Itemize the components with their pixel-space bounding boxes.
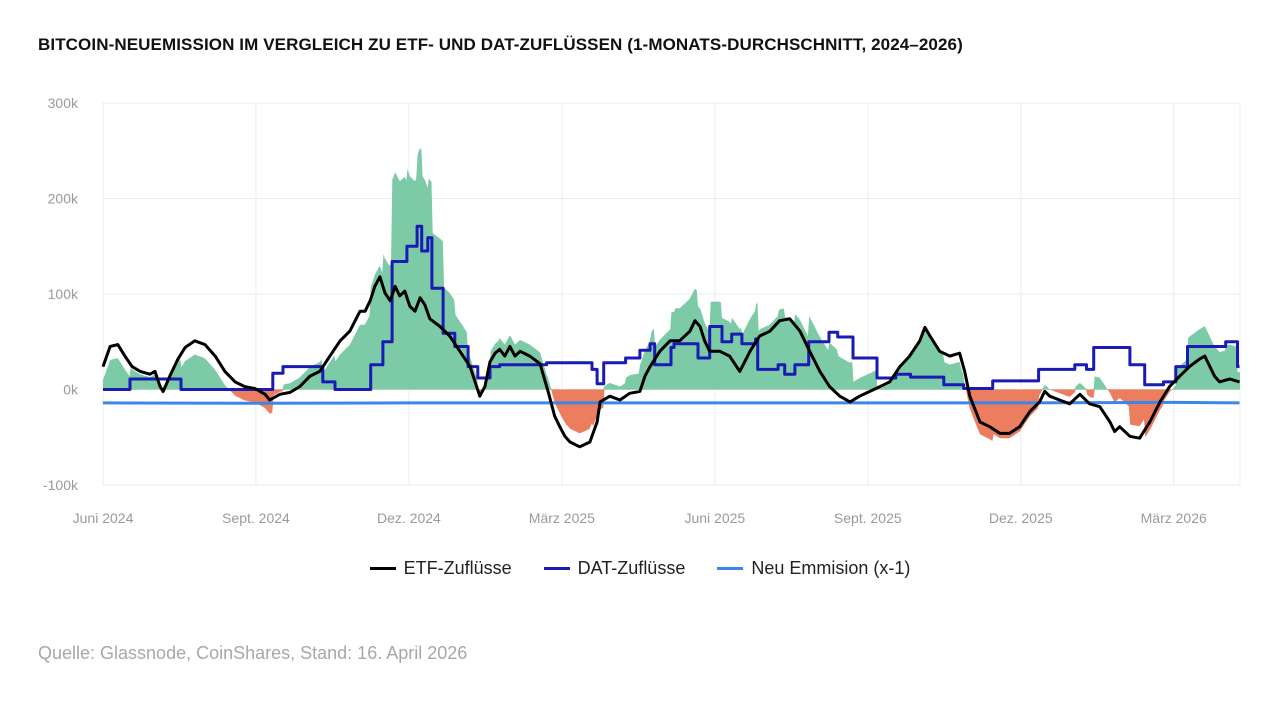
- x-tick-label: Juni 2024: [73, 510, 134, 526]
- axis-ticks: 300k 200k 100k 0k -100k Juni 2024 Sept. 2024 De…: [43, 95, 1207, 526]
- series-lines: [101, 224, 1240, 449]
- gridlines: [102, 102, 1241, 486]
- y-tick-label: 300k: [48, 95, 79, 111]
- legend-label-emission: Neu Emmision (x-1): [751, 558, 911, 578]
- legend: ETF-Zuflüsse DAT-Zuflüsse Neu Emmision (…: [0, 558, 1280, 579]
- net-area-negative: [103, 389, 1240, 441]
- legend-item-dat[interactable]: DAT-Zuflüsse: [543, 558, 686, 579]
- x-tick-label: Dez. 2024: [377, 510, 441, 526]
- series-line-etf: [101, 275, 1240, 449]
- legend-item-emission[interactable]: Neu Emmision (x-1): [717, 558, 910, 579]
- source-note: Quelle: Glassnode, CoinShares, Stand: 16…: [38, 643, 468, 663]
- x-tick-label: März 2026: [1141, 510, 1207, 526]
- net-area: [103, 148, 1240, 441]
- series-line-dat: [103, 224, 1240, 391]
- y-tick-label: 200k: [48, 191, 79, 207]
- x-tick-label: Dez. 2025: [989, 510, 1053, 526]
- y-tick-label: 100k: [48, 286, 79, 302]
- y-tick-label: 0k: [63, 382, 79, 398]
- legend-swatch-emission: [717, 567, 744, 570]
- legend-swatch-dat: [543, 567, 570, 570]
- x-tick-label: Sept. 2025: [834, 510, 902, 526]
- legend-label-etf: ETF-Zuflüsse: [403, 558, 512, 578]
- legend-item-etf[interactable]: ETF-Zuflüsse: [369, 558, 512, 579]
- y-tick-label: -100k: [43, 477, 79, 493]
- series-line-emission: [102, 400, 1240, 405]
- legend-label-dat: DAT-Zuflüsse: [577, 558, 686, 578]
- x-tick-label: Sept. 2024: [222, 510, 290, 526]
- legend-swatch-etf: [369, 567, 396, 570]
- net-area-positive: [103, 148, 1240, 390]
- x-tick-label: März 2025: [529, 510, 595, 526]
- x-tick-label: Juni 2025: [684, 510, 745, 526]
- chart-title: BITCOIN-NEUEMISSION IM VERGLEICH ZU ETF-…: [38, 35, 963, 54]
